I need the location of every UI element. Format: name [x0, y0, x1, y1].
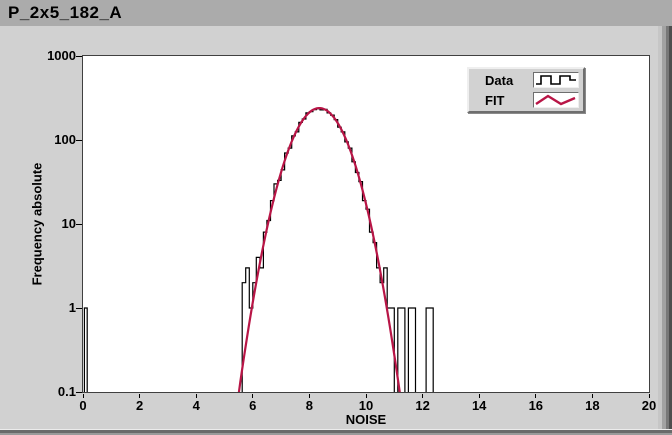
x-tick-label: 18: [585, 398, 600, 413]
x-tick-label: 2: [135, 398, 144, 413]
x-tick: [478, 394, 480, 398]
fit-series-line: [237, 107, 401, 392]
y-tick-label: 1000: [47, 48, 76, 63]
legend-item-fit[interactable]: FIT: [485, 90, 579, 110]
title-bar: P_2x5_182_A: [0, 0, 672, 26]
graph-canvas: [83, 107, 434, 392]
y-tick-label: 0.1: [57, 384, 76, 399]
legend-label-data: Data: [485, 72, 514, 88]
window-edge-bottom: [0, 429, 672, 435]
y-tick: [76, 307, 82, 309]
x-tick: [195, 394, 197, 398]
x-tick-label: 10: [358, 398, 374, 413]
x-tick-label: 8: [305, 398, 313, 413]
x-axis-label: NOISE: [345, 412, 387, 427]
x-tick: [591, 394, 593, 398]
y-tick: [76, 391, 82, 393]
legend-item-data[interactable]: Data: [485, 70, 579, 90]
x-tick-label: 4: [192, 398, 200, 413]
legend-glyph-fit[interactable]: [533, 92, 579, 108]
x-tick: [139, 394, 141, 398]
zigzag-line-icon-path: [535, 94, 576, 106]
x-tick-label: 14: [471, 398, 487, 413]
x-tick: [535, 394, 537, 398]
step-line-icon: [536, 75, 576, 85]
y-tick: [76, 55, 82, 57]
step-line-icon-path: [536, 75, 576, 85]
graph-legend[interactable]: Data FIT: [467, 67, 585, 113]
data-series-line: [83, 108, 434, 392]
x-tick: [308, 394, 310, 398]
y-tick-label: 100: [54, 132, 76, 147]
panel-title: P_2x5_182_A: [8, 3, 123, 22]
y-tick: [76, 139, 82, 141]
x-tick-label: 20: [641, 398, 657, 413]
legend-label-fit: FIT: [485, 92, 505, 108]
y-tick: [76, 223, 82, 225]
x-tick: [648, 394, 650, 398]
x-tick: [252, 394, 254, 398]
x-tick: [422, 394, 424, 398]
x-tick: [82, 394, 84, 398]
y-tick-label: 10: [61, 216, 76, 231]
x-tick-label: 12: [415, 398, 430, 413]
zigzag-line-icon: [535, 94, 576, 106]
y-tick-label: 1: [68, 300, 76, 315]
window-edge-right: [658, 26, 672, 435]
x-tick: [365, 394, 367, 398]
x-tick-label: 0: [79, 398, 87, 413]
x-tick-label: 6: [249, 398, 257, 413]
legend-glyph-data[interactable]: [533, 72, 579, 88]
x-tick-label: 16: [528, 398, 544, 413]
